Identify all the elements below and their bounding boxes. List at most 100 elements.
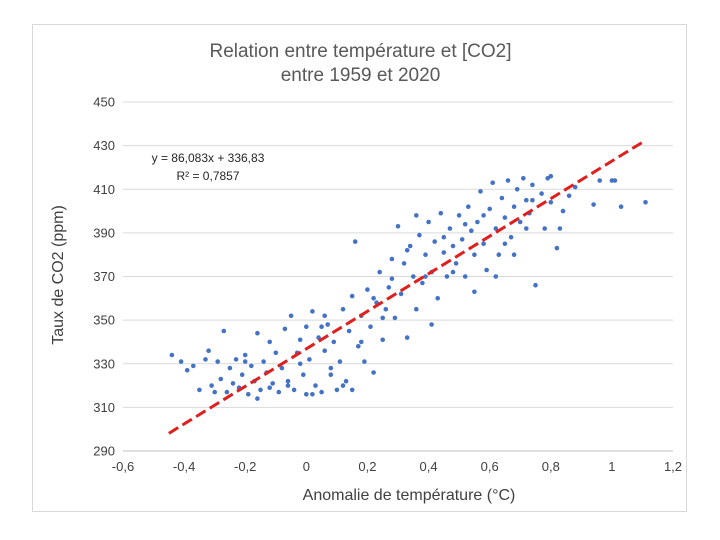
data-point — [212, 389, 217, 395]
data-point — [407, 243, 413, 249]
y-tick-label: 410 — [93, 182, 115, 197]
x-tick-label: -0,4 — [173, 459, 195, 474]
data-point — [304, 324, 309, 330]
data-point — [233, 357, 239, 362]
data-point — [472, 289, 477, 295]
data-point — [560, 208, 566, 214]
data-point — [273, 350, 279, 356]
x-tick-label: 0,2 — [358, 459, 376, 474]
data-point — [224, 389, 230, 395]
data-point — [444, 274, 450, 279]
data-point — [472, 252, 477, 257]
data-point — [612, 178, 618, 183]
data-point — [524, 197, 529, 203]
data-point — [466, 204, 471, 209]
data-point — [242, 352, 248, 358]
x-tick-label: -0,2 — [234, 459, 256, 474]
trend-line — [168, 139, 647, 435]
data-point — [591, 202, 596, 207]
chart-card: Relation entre température et [CO2] entr… — [32, 24, 687, 512]
data-point — [423, 252, 428, 257]
data-point — [469, 228, 474, 233]
y-tick-label: 430 — [93, 138, 115, 153]
data-point — [530, 197, 535, 203]
data-point — [328, 365, 334, 371]
data-point — [184, 368, 190, 373]
data-point — [316, 335, 321, 340]
data-point — [267, 385, 272, 391]
data-point — [301, 372, 306, 378]
data-point — [493, 274, 499, 279]
data-point — [371, 296, 376, 301]
data-point — [386, 285, 392, 290]
y-axis-tick-labels: 290 310 330 350 370 390 410 430 450 — [93, 95, 115, 459]
data-point — [340, 383, 346, 388]
data-point — [169, 352, 175, 358]
data-point — [203, 357, 208, 362]
data-point — [325, 322, 331, 327]
data-point — [511, 204, 517, 209]
r-squared-label: R² = 0,7857 — [176, 169, 239, 183]
data-point — [618, 204, 624, 209]
data-point — [310, 392, 315, 397]
x-tick-label: -0,6 — [112, 459, 134, 474]
data-point — [597, 178, 602, 183]
data-point — [371, 370, 376, 375]
data-point — [438, 210, 444, 216]
data-point — [246, 392, 251, 397]
data-point — [459, 237, 465, 242]
x-axis-tick-labels: -0,6 -0,4 -0,2 0 0,2 0,4 0,6 0,8 1 1,2 — [112, 459, 682, 474]
data-point — [334, 387, 340, 393]
data-point — [530, 182, 535, 188]
data-point — [411, 274, 416, 279]
scatter-chart: Relation entre température et [CO2] entr… — [50, 41, 682, 504]
data-point — [417, 232, 422, 238]
chart-title: Relation entre température et [CO2] entr… — [209, 41, 511, 86]
data-point — [450, 269, 456, 275]
y-tick-label: 450 — [93, 95, 115, 110]
x-tick-label: 0,6 — [481, 459, 499, 474]
data-point — [282, 326, 288, 332]
data-point — [291, 387, 297, 393]
data-point — [288, 313, 294, 319]
data-point — [414, 306, 419, 312]
data-point — [239, 372, 245, 378]
data-point — [456, 213, 462, 218]
data-point — [359, 339, 364, 345]
data-point — [340, 306, 346, 312]
data-point — [304, 392, 309, 397]
data-point — [502, 241, 508, 247]
data-point — [511, 252, 517, 257]
data-point — [285, 383, 291, 388]
data-point — [276, 389, 282, 395]
data-points — [169, 173, 648, 401]
data-point — [548, 173, 554, 179]
data-point — [215, 359, 220, 364]
data-point — [490, 180, 496, 185]
y-tick-label: 390 — [93, 225, 115, 240]
data-point — [249, 363, 254, 369]
data-point — [496, 252, 502, 257]
data-point — [414, 213, 419, 218]
y-axis-title: Taux de CO2 (ppm) — [50, 205, 67, 345]
data-point — [499, 195, 505, 201]
x-axis-title: Anomalie de température (°C) — [303, 487, 516, 504]
data-point — [420, 280, 425, 286]
y-tick-label: 310 — [93, 400, 115, 415]
data-point — [554, 245, 560, 251]
data-point — [505, 178, 511, 183]
data-point — [377, 269, 383, 275]
data-point — [307, 357, 312, 362]
data-point — [356, 344, 361, 349]
data-point — [285, 378, 291, 384]
data-point — [178, 359, 184, 364]
data-point — [319, 324, 324, 330]
data-point — [514, 187, 520, 192]
data-point — [349, 293, 355, 299]
data-point — [362, 359, 367, 364]
data-point — [258, 387, 263, 393]
data-point — [453, 261, 459, 266]
x-tick-label: 1,2 — [664, 459, 682, 474]
data-point — [493, 226, 499, 231]
data-point — [337, 359, 343, 364]
